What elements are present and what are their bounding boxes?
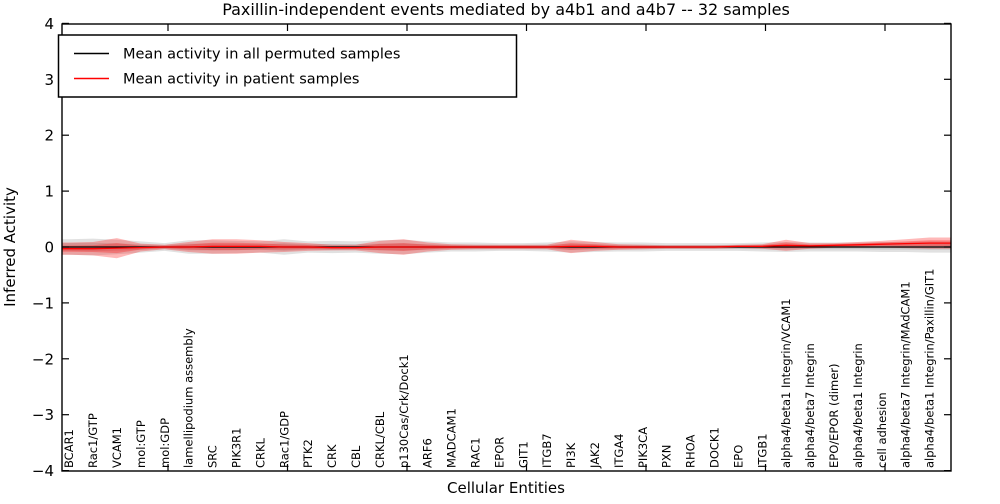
category-label: alpha4/beta1 Integrin/VCAM1: [779, 298, 793, 468]
category-label: RHOA: [684, 435, 698, 468]
category-label: EPOR: [492, 437, 506, 468]
category-label: ITGA4: [612, 433, 626, 468]
category-label: PI3K: [564, 442, 578, 468]
legend-label-permuted: Mean activity in all permuted samples: [123, 47, 400, 63]
category-label: PIK3R1: [230, 428, 244, 469]
category-label: PXN: [660, 445, 674, 468]
category-label: Rac1/GTP: [86, 413, 100, 468]
category-label: CRK: [325, 444, 339, 468]
legend-label-patient: Mean activity in patient samples: [123, 72, 359, 88]
y-tick-label: −2: [32, 350, 54, 368]
y-tick-label: 3: [44, 71, 54, 89]
category-label: mol:GTP: [134, 420, 148, 468]
category-label: alpha4/beta7 Integrin/MAdCAM1: [899, 281, 913, 468]
category-label: PIK3CA: [636, 427, 650, 468]
category-label: alpha4/beta7 Integrin: [803, 343, 817, 468]
chart-title: Paxillin-independent events mediated by …: [222, 0, 790, 19]
category-label: BCAR1: [62, 429, 76, 468]
category-label: lamellipodium assembly: [182, 328, 196, 468]
y-tick-label: 4: [44, 15, 54, 33]
category-label: p130Cas/Crk/Dock1: [397, 354, 411, 468]
category-label: SRC: [206, 445, 220, 468]
x-axis-label: Cellular Entities: [447, 479, 565, 497]
category-label: mol:GDP: [158, 418, 172, 468]
category-label: PTK2: [301, 439, 315, 468]
y-tick-label: −3: [32, 406, 54, 424]
category-label: RAC1: [469, 437, 483, 468]
y-tick-label: 0: [44, 239, 54, 257]
y-tick-label: 1: [44, 183, 54, 201]
legend-box: [57, 34, 518, 98]
y-tick-labels: −4 −3 −2 −1 0 1 2 3 4: [32, 15, 54, 480]
band-patient: [62, 237, 951, 259]
plot-frame: [61, 23, 952, 472]
category-label: EPO: [731, 445, 745, 468]
category-label: MADCAM1: [445, 408, 459, 468]
y-axis-label: Inferred Activity: [1, 187, 19, 307]
category-label: CBL: [349, 445, 363, 468]
category-label: VCAM1: [110, 427, 124, 468]
x-category-labels: BCAR1 Rac1/GTP VCAM1 mol:GTP mol:GDP lamellip…: [62, 269, 936, 469]
series-lines: [62, 242, 951, 250]
y-tick-label: 2: [44, 127, 54, 145]
y-tick-label: −4: [32, 462, 54, 480]
category-label: JAK2: [588, 442, 602, 469]
category-label: CRKL/CBL: [373, 411, 387, 468]
legend: Mean activity in all permuted samples Me…: [57, 34, 518, 98]
mean-line-patient: [62, 242, 951, 250]
category-label: alpha4/beta1 Integrin/Paxillin/GIT1: [923, 269, 937, 468]
category-label: alpha4/beta1 Integrin: [851, 343, 865, 468]
category-label: ITGB1: [755, 433, 769, 468]
category-label: ITGB7: [540, 433, 554, 468]
category-label: EPO/EPOR (dimer): [827, 364, 841, 469]
category-label: ARF6: [421, 438, 435, 468]
category-label: GIT1: [516, 441, 530, 468]
category-label: Rac1/GDP: [277, 411, 291, 468]
category-label: cell adhesion: [875, 392, 889, 468]
category-label: DOCK1: [708, 427, 722, 468]
category-label: CRKL: [253, 437, 267, 468]
y-tick-label: −1: [32, 294, 54, 312]
